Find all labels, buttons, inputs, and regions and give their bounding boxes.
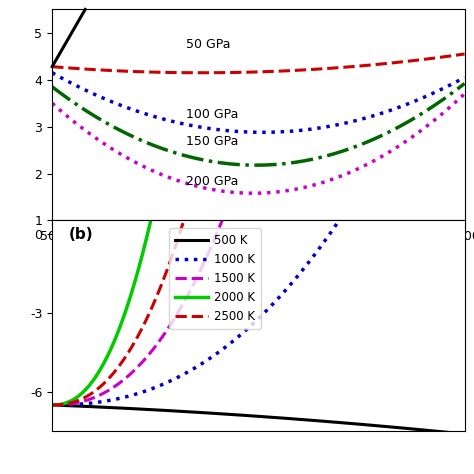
1500 K bbox=[49, 402, 55, 408]
X-axis label: T (K): T (K) bbox=[240, 249, 276, 264]
2000 K bbox=[155, 184, 161, 190]
1000 K bbox=[236, 334, 242, 339]
Line: 1500 K: 1500 K bbox=[52, 0, 465, 405]
Text: 100 GPa: 100 GPa bbox=[186, 108, 238, 121]
Line: 500 K: 500 K bbox=[52, 405, 465, 434]
2500 K bbox=[49, 402, 55, 408]
2000 K bbox=[49, 402, 55, 408]
500 K bbox=[49, 402, 55, 408]
1500 K bbox=[122, 376, 128, 382]
1000 K bbox=[122, 394, 128, 400]
Text: 150 GPa: 150 GPa bbox=[186, 136, 238, 148]
1000 K bbox=[325, 234, 330, 240]
Text: 50 GPa: 50 GPa bbox=[186, 38, 231, 51]
2500 K bbox=[122, 355, 128, 360]
500 K bbox=[325, 419, 330, 424]
Text: 200 GPa: 200 GPa bbox=[186, 175, 238, 188]
500 K bbox=[236, 412, 242, 418]
500 K bbox=[122, 405, 128, 411]
Text: (b): (b) bbox=[69, 227, 93, 242]
500 K bbox=[292, 416, 298, 422]
500 K bbox=[462, 431, 467, 437]
1000 K bbox=[360, 181, 365, 187]
Line: 2000 K: 2000 K bbox=[52, 0, 465, 405]
1500 K bbox=[236, 173, 242, 179]
Line: 2500 K: 2500 K bbox=[52, 0, 465, 405]
Legend: 500 K, 1000 K, 1500 K, 2000 K, 2500 K: 500 K, 1000 K, 1500 K, 2000 K, 2500 K bbox=[169, 228, 261, 329]
Line: 1000 K: 1000 K bbox=[52, 0, 465, 405]
500 K bbox=[360, 421, 365, 427]
1000 K bbox=[292, 276, 298, 282]
1000 K bbox=[49, 402, 55, 408]
500 K bbox=[155, 407, 161, 413]
2500 K bbox=[155, 290, 161, 296]
1000 K bbox=[155, 383, 161, 389]
2000 K bbox=[122, 310, 128, 316]
1500 K bbox=[155, 340, 161, 346]
